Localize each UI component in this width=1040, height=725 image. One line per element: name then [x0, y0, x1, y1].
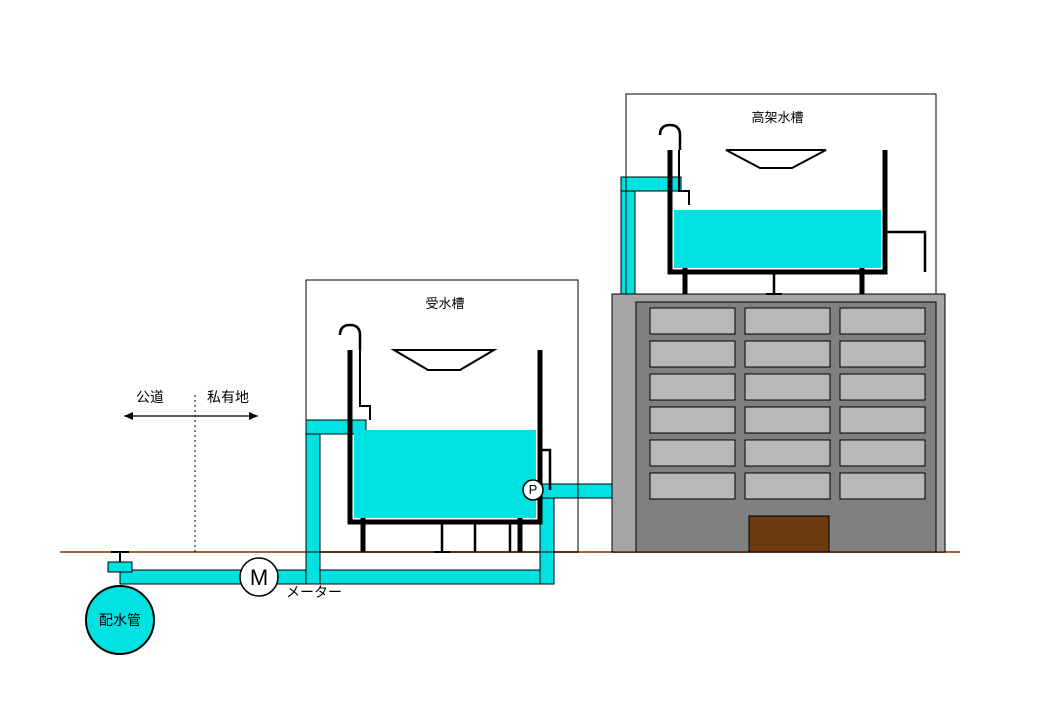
- building-window: [650, 308, 735, 334]
- building-window: [840, 374, 925, 400]
- elevated-tank-overflow-icon: [885, 232, 925, 272]
- building-door: [749, 516, 829, 552]
- meter-label: メーター: [286, 584, 342, 600]
- building-window: [745, 374, 830, 400]
- elevated-tank-label: 高架水槽: [751, 110, 803, 125]
- building-window: [840, 473, 925, 499]
- building-window: [745, 473, 830, 499]
- receiving-tank-funnel-icon: [394, 350, 494, 370]
- building-window: [840, 440, 925, 466]
- public-road-label: 公道: [136, 389, 164, 405]
- water-supply-diagram: 公道 私有地 M メーター配水管 受水槽 高架水槽 P: [0, 0, 1040, 720]
- elevated-tank-vent-icon: [660, 125, 680, 150]
- building-window: [650, 374, 735, 400]
- diagram-stage: 公道 私有地 M メーター配水管 受水槽 高架水槽 P: [0, 0, 1040, 720]
- private-land-label: 私有地: [207, 389, 249, 405]
- receiving-tank-vent-icon: [340, 325, 360, 350]
- receiving-tank-water: [354, 430, 536, 518]
- building-window: [650, 407, 735, 433]
- arrow-right-icon: [249, 412, 258, 420]
- arrow-left-icon: [124, 412, 133, 420]
- building-window: [650, 341, 735, 367]
- elevated-tank-water: [674, 210, 881, 268]
- building-window: [745, 407, 830, 433]
- building-window: [840, 341, 925, 367]
- water-pipe-segment: [306, 420, 320, 584]
- building-window: [840, 407, 925, 433]
- building-window: [745, 440, 830, 466]
- elevated-tank-funnel-icon: [726, 150, 826, 168]
- building-window: [650, 440, 735, 466]
- main-pipe-label: 配水管: [99, 612, 141, 628]
- building-window: [745, 341, 830, 367]
- meter-letter: M: [250, 565, 268, 590]
- receiving-tank-label: 受水槽: [425, 296, 464, 311]
- building-window: [745, 308, 830, 334]
- receiving-tank-inlet-icon: [360, 350, 370, 420]
- building-window: [650, 473, 735, 499]
- valve-body-icon: [108, 562, 132, 572]
- pump-letter: P: [529, 482, 538, 497]
- water-pipe-segment: [120, 570, 540, 584]
- building-window: [840, 308, 925, 334]
